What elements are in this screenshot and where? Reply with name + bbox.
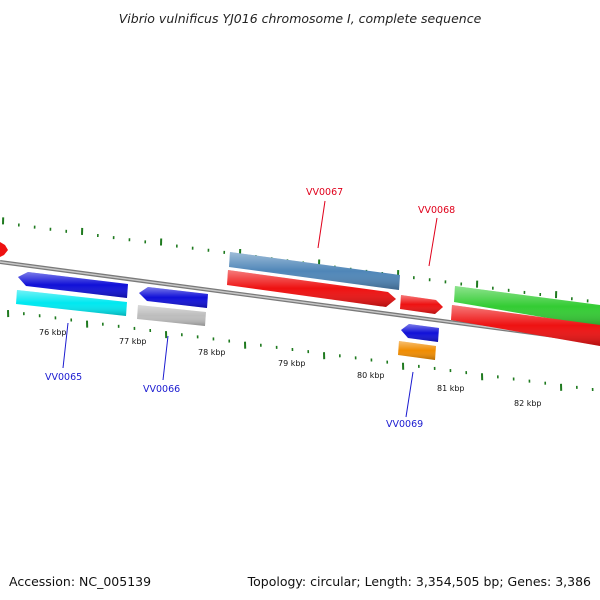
feature-vv0066-blue[interactable] [139,287,208,308]
tick-label-80: 80 kbp [357,371,385,380]
tick-labels: 76 kbp 77 kbp 78 kbp 79 kbp 80 kbp 81 kb… [39,328,542,408]
feature-orange[interactable] [398,341,436,360]
tick-label-77: 77 kbp [119,337,147,346]
summary-text: Topology: circular; Length: 3,354,505 bp… [247,574,591,589]
gene-label-vv0066[interactable]: VV0066 [143,384,180,395]
accession-text: Accession: NC_005139 [9,574,151,589]
feature-cyan[interactable] [16,290,127,316]
gene-labels: VV0065 VV0066 VV0067 VV0068 VV0069 [45,187,455,430]
feature-red-left[interactable] [0,242,8,257]
gene-label-vv0068[interactable]: VV0068 [418,205,455,216]
tick-label-82: 82 kbp [514,399,542,408]
label-leaders [62,200,438,418]
backbone [0,260,600,344]
gene-label-vv0067[interactable]: VV0067 [306,187,343,198]
feature-vv0068-red[interactable] [400,295,443,314]
map-title: Vibrio vulnificus YJ016 chromosome I, co… [119,11,482,26]
feature-green[interactable] [454,286,600,327]
gene-label-vv0069[interactable]: VV0069 [386,419,423,430]
feature-vv0065-blue[interactable] [18,272,128,298]
tick-label-79: 79 kbp [278,359,306,368]
feature-vv0069-blue[interactable] [401,324,439,342]
tick-label-81: 81 kbp [437,384,465,393]
tick-label-78: 78 kbp [198,348,226,357]
gene-label-vv0065[interactable]: VV0065 [45,372,82,383]
feature-red-right[interactable] [451,305,600,346]
lower-tick-row [7,310,594,392]
feature-gray[interactable] [137,305,206,326]
features [0,242,600,360]
feature-vv0067-steelblue[interactable] [229,252,400,290]
feature-vv0067-red[interactable] [227,270,396,307]
tick-label-76: 76 kbp [39,328,67,337]
